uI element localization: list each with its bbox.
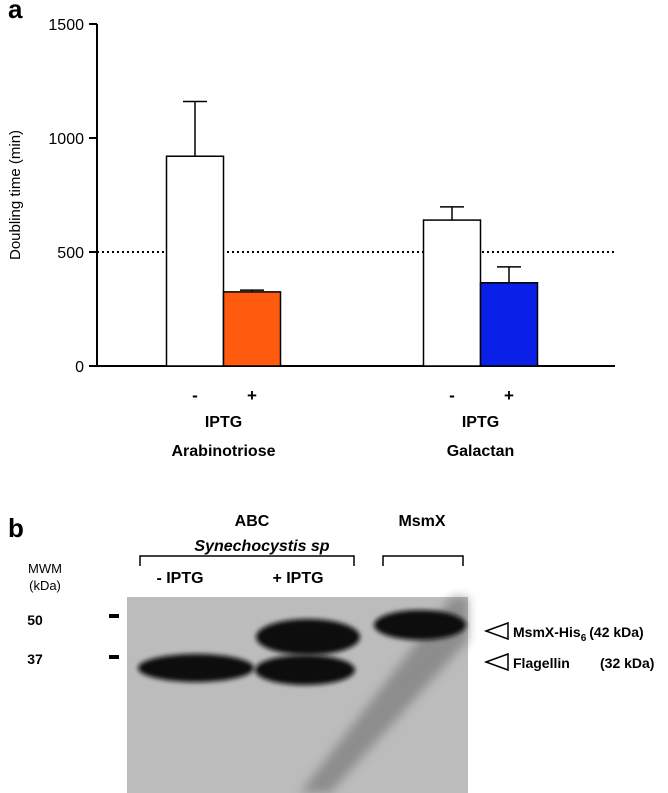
bar (165, 155, 225, 367)
y-tick-label: 1500 (48, 17, 84, 34)
group-label: IPTG (462, 414, 499, 431)
band-label: Flagellin (513, 655, 570, 671)
bracket (382, 555, 464, 566)
band-size: (42 kDa) (589, 624, 643, 640)
x-tick-label: + (504, 386, 514, 405)
y-tick-label: 0 (75, 359, 84, 376)
band-size: (32 kDa) (600, 655, 654, 671)
group-label: IPTG (205, 414, 242, 431)
bar (479, 282, 539, 367)
y-tick-label: 500 (57, 245, 84, 262)
y-tick-label: 1000 (48, 131, 84, 148)
panel-label: b (8, 513, 24, 543)
header: Synechocystis sp (194, 538, 329, 555)
bracket (139, 555, 355, 566)
lane-label: - IPTG (156, 570, 203, 587)
mwm-label: MWM (28, 561, 62, 576)
subscript: 6 (581, 633, 587, 644)
gel (127, 597, 468, 793)
panel-label: a (8, 0, 23, 24)
marker-label: 37 (27, 651, 43, 667)
bar (222, 291, 282, 367)
arrow (483, 621, 509, 641)
x-tick-label: + (247, 386, 257, 405)
marker-tick (109, 614, 119, 618)
header: MsmX (398, 513, 445, 530)
marker-label: 50 (27, 612, 43, 628)
band-name: MsmX-His (513, 624, 581, 640)
arrow (483, 652, 509, 672)
marker-tick (109, 655, 119, 659)
band-label: MsmX-His6 (42 kDa) (513, 624, 644, 644)
lane-label: + IPTG (272, 570, 323, 587)
y-axis-label: Doubling time (min) (7, 130, 24, 260)
group-name: Arabinotriose (171, 443, 275, 460)
group-name: Galactan (447, 443, 515, 460)
plot: 0 500 1000 1500 - + - + IPTG Arabinotriose IPTG Gal… (48, 17, 615, 460)
x-tick-label: - (449, 386, 455, 405)
header: ABC (235, 513, 270, 530)
mwm-label: (kDa) (29, 578, 61, 593)
bar (422, 219, 482, 367)
x-tick-label: - (192, 386, 198, 405)
